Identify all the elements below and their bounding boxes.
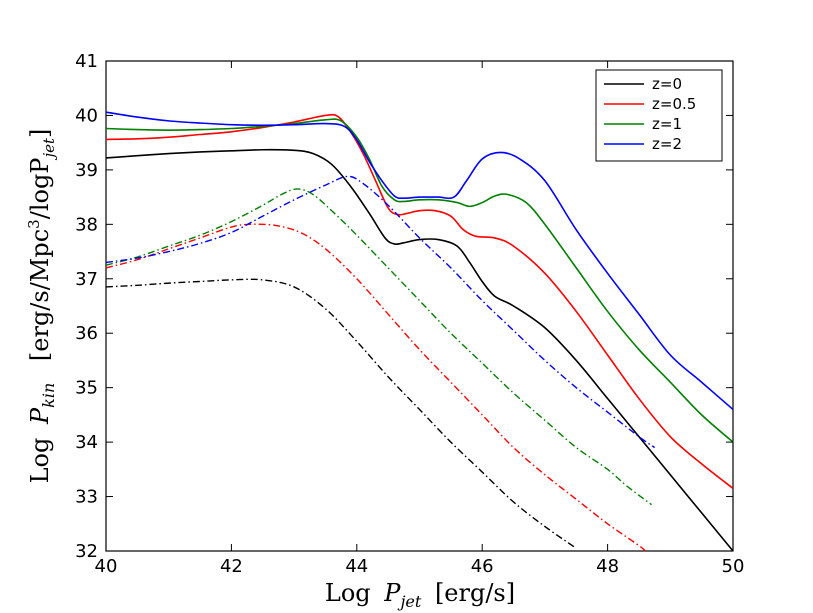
y-axis-title-units-c: ]	[26, 129, 54, 138]
y-axis-title-units-sub: jet	[40, 137, 58, 161]
tick-layer: 40 42 44 46 48 50 32 33 34 35 36 37 38 39 40 41	[75, 51, 744, 577]
series-dashdot-6	[105, 188, 652, 506]
y-tick-label-33: 33	[75, 487, 98, 508]
y-axis-title-units-a: [erg/s/Mpc	[26, 229, 54, 361]
x-tick-label-40: 40	[95, 556, 118, 577]
y-tick-label-37: 37	[75, 269, 98, 290]
x-tick-label-50: 50	[722, 556, 745, 577]
x-axis-title-sub: jet	[397, 592, 421, 611]
y-tick-label-39: 39	[75, 160, 98, 181]
y-tick-label-32: 32	[75, 541, 98, 562]
y-tick-label-34: 34	[75, 432, 98, 453]
series-dashdot-4	[105, 278, 577, 549]
legend: z=0 z=0.5 z=1 z=2	[595, 69, 723, 162]
series-line-z=2	[105, 111, 734, 411]
y-tick-label-41: 41	[75, 51, 98, 72]
x-axis-title: Log Pjet [erg/s]	[325, 579, 515, 613]
x-axis-title-var: P	[383, 579, 401, 607]
legend-label-z=0: z=0	[652, 75, 682, 93]
y-tick-label-36: 36	[75, 323, 98, 344]
x-tick-label-42: 42	[220, 556, 243, 577]
series-dashdot-5	[105, 223, 646, 552]
y-tick-label-35: 35	[75, 378, 98, 399]
series-line-z=0.5	[105, 113, 734, 490]
legend-label-z=1: z=1	[652, 115, 682, 133]
series-dashdot-7	[105, 175, 656, 449]
legend-items: z=0 z=0.5 z=1 z=2	[604, 75, 696, 153]
x-tick-label-44: 44	[345, 556, 368, 577]
series-layer	[105, 111, 734, 552]
x-tick-label-48: 48	[596, 556, 619, 577]
legend-label-z=2: z=2	[652, 135, 682, 153]
y-axis-title-sup: 3	[25, 219, 43, 229]
y-tick-label-40: 40	[75, 105, 98, 126]
series-line-z=1	[105, 118, 734, 443]
plot-area: 40 42 44 46 48 50 32 33 34 35 36 37 38 39 40 41	[75, 51, 744, 577]
legend-box	[595, 69, 723, 162]
y-tick-label-38: 38	[75, 214, 98, 235]
y-axis-title-units-b: /logP	[26, 158, 54, 220]
y-axis-title-sub: kin	[39, 383, 58, 408]
x-axis-title-units: [erg/s]	[435, 579, 515, 607]
y-axis-title: Log Pkin [erg/s/Mpc3/logPjet]	[25, 129, 60, 484]
x-tick-label-46: 46	[471, 556, 494, 577]
plot-frame	[105, 60, 734, 552]
series-line-z=0	[105, 148, 734, 552]
y-axis-title-var: P	[26, 407, 54, 425]
x-axis-title-prefix: Log	[325, 579, 371, 607]
y-axis-title-prefix: Log	[26, 438, 54, 484]
legend-label-z=0.5: z=0.5	[652, 95, 696, 113]
